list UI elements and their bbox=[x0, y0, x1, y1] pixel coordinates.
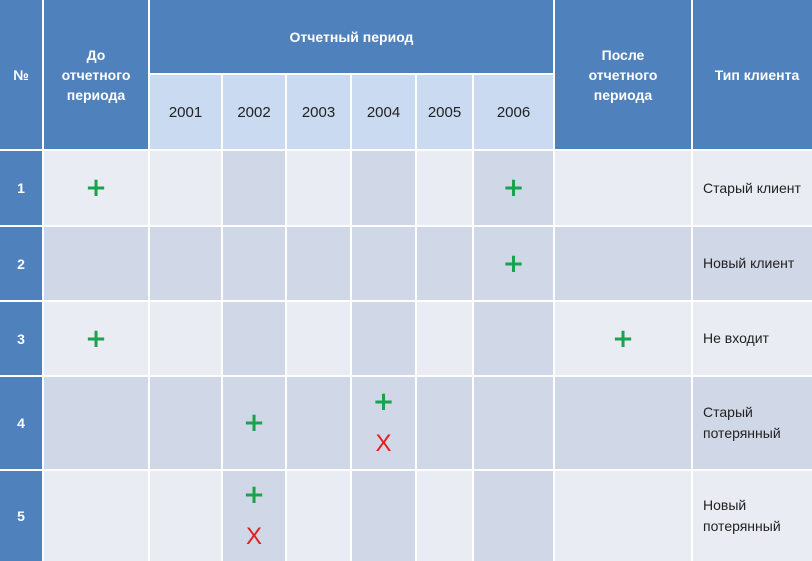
table-cell: + bbox=[474, 151, 553, 225]
table-cell bbox=[352, 471, 415, 561]
year-header: 2004 bbox=[352, 75, 415, 149]
table-cell bbox=[150, 227, 221, 300]
row-number: 1 bbox=[0, 151, 42, 225]
plus-mark: + bbox=[243, 480, 265, 510]
row-number: 4 bbox=[0, 377, 42, 469]
table-cell: + X bbox=[352, 377, 415, 469]
table-cell bbox=[150, 471, 221, 561]
table-cell bbox=[44, 471, 148, 561]
year-header: 2002 bbox=[223, 75, 285, 149]
table-cell: + bbox=[555, 302, 691, 375]
header-number: № bbox=[0, 0, 42, 149]
client-type-label: Старый клиент bbox=[693, 151, 812, 225]
header-before-period: До отчетного периода bbox=[44, 0, 148, 149]
plus-mark: + bbox=[372, 387, 395, 417]
table-cell bbox=[287, 471, 350, 561]
table-cell bbox=[474, 302, 553, 375]
table-cell bbox=[287, 377, 350, 469]
table-cell: + X bbox=[223, 471, 285, 561]
row-number: 3 bbox=[0, 302, 42, 375]
client-type-label: Новый потерянный bbox=[693, 471, 812, 561]
plus-mark: + bbox=[502, 248, 525, 279]
year-header: 2003 bbox=[287, 75, 350, 149]
table-cell bbox=[474, 471, 553, 561]
table-cell: + bbox=[44, 302, 148, 375]
year-header: 2005 bbox=[417, 75, 472, 149]
row-number: 2 bbox=[0, 227, 42, 300]
table-cell bbox=[287, 302, 350, 375]
table-cell: + bbox=[474, 227, 553, 300]
row-number: 5 bbox=[0, 471, 42, 561]
table-cell bbox=[417, 227, 472, 300]
table-cell bbox=[417, 471, 472, 561]
table-cell bbox=[474, 377, 553, 469]
header-after-period: После отчетного периода bbox=[555, 0, 691, 149]
table-cell bbox=[150, 377, 221, 469]
table-cell bbox=[352, 151, 415, 225]
year-header: 2001 bbox=[150, 75, 221, 149]
table-cell bbox=[352, 227, 415, 300]
table-cell bbox=[150, 302, 221, 375]
plus-mark: + bbox=[612, 323, 634, 354]
table-cell: + bbox=[44, 151, 148, 225]
table-cell bbox=[223, 302, 285, 375]
table-cell bbox=[352, 302, 415, 375]
table-cell bbox=[44, 227, 148, 300]
table-cell bbox=[555, 227, 691, 300]
table-cell bbox=[287, 227, 350, 300]
cross-mark: X bbox=[375, 430, 392, 457]
year-header: 2006 bbox=[474, 75, 553, 149]
plus-mark: + bbox=[85, 173, 107, 203]
table-cell bbox=[223, 227, 285, 300]
table-cell bbox=[417, 302, 472, 375]
client-type-label: Не входит bbox=[693, 302, 812, 375]
table-cell bbox=[555, 471, 691, 561]
header-client-type: Тип клиента bbox=[693, 0, 812, 149]
table-cell bbox=[223, 151, 285, 225]
client-type-label: Старый потерянный bbox=[693, 377, 812, 469]
table-cell bbox=[555, 151, 691, 225]
table-cell bbox=[44, 377, 148, 469]
cross-mark: X bbox=[245, 523, 262, 550]
plus-mark: + bbox=[243, 408, 265, 438]
table-cell bbox=[417, 377, 472, 469]
plus-mark: + bbox=[502, 173, 525, 203]
client-type-label: Новый клиент bbox=[693, 227, 812, 300]
table-cell bbox=[150, 151, 221, 225]
table-cell bbox=[287, 151, 350, 225]
plus-mark: + bbox=[85, 323, 107, 354]
table-cell bbox=[555, 377, 691, 469]
table-cell bbox=[417, 151, 472, 225]
table-cell: + bbox=[223, 377, 285, 469]
header-report-period: Отчетный период bbox=[150, 0, 553, 73]
